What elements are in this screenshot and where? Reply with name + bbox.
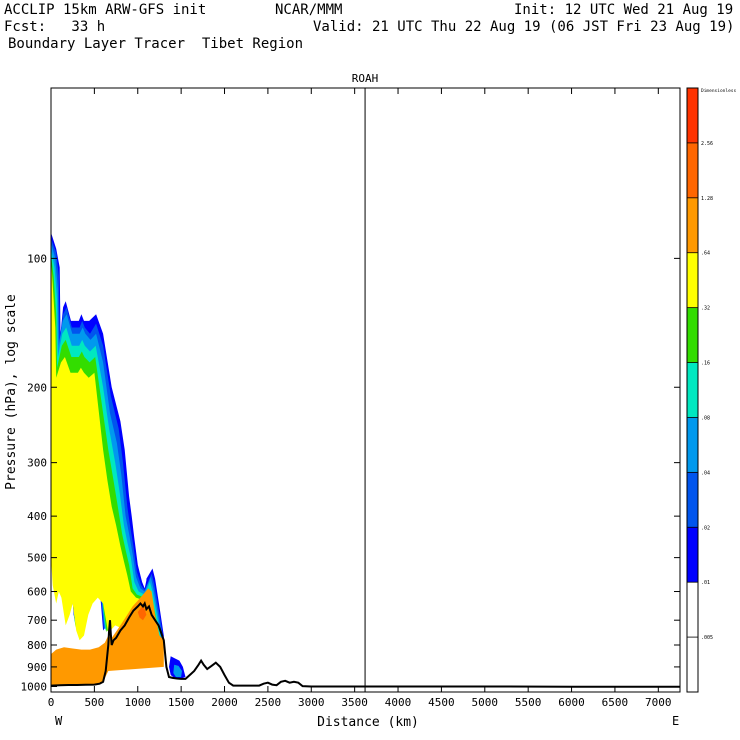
y-tick-label-700: 700 [27,614,47,627]
colorbar-swatch-4 [687,417,698,473]
colorbar-swatch-6 [687,307,698,363]
y-tick-label-400: 400 [27,510,47,523]
colorbar-label-2: .02 [701,525,710,531]
colorbar-label-9: 2.56 [701,141,713,147]
tracer-field-6 [51,588,164,686]
colorbar-label-3: .04 [701,470,710,476]
y-tick-label-800: 800 [27,639,47,652]
colorbar-top-label: Dimensionless [701,88,737,94]
colorbar-label-4: .08 [701,415,710,421]
terrain-line [50,601,680,688]
colorbar-frame [686,87,699,693]
header-line3-left: Boundary Layer Tracer Tibet Region [8,36,304,52]
colorbar-label-7: .64 [701,251,710,257]
tracer-field-9 [173,664,182,677]
x-tick-label-2000: 2000 [211,696,238,709]
y-tick-label-300: 300 [27,457,47,470]
header-line2-left: Fcst: 33 h [4,19,106,35]
x-tick-label-5000: 5000 [472,696,499,709]
colorbar-label-5: .16 [701,361,710,367]
colorbar-swatch-8 [687,197,698,253]
colorbar-swatch-5 [687,362,698,418]
x-tick-label-3500: 3500 [341,696,368,709]
x-tick-label-3000: 3000 [298,696,325,709]
x-tick-label-6500: 6500 [602,696,629,709]
x-axis-ticks: 0 500 1000 1500 2000 2500 3000 3500 4000 4500 5000… [48,88,672,709]
plot-frame [50,87,681,693]
tracer-field-5 [51,258,160,645]
x-tick-label-7000: 7000 [645,696,672,709]
colorbar-swatch-1 [687,582,698,638]
colorbar-swatch-0 [687,637,698,692]
x-tick-label-6000: 6000 [558,696,585,709]
colorbar-swatch-2 [687,527,698,583]
x-tick-label-0: 0 [48,696,55,709]
x-axis-label: Distance (km) [317,715,419,730]
header-line1-mid: NCAR/MMM [275,2,343,18]
header-line2-right: Valid: 21 UTC Thu 22 Aug 19 (06 JST Fri … [313,19,735,35]
y-tick-label-200: 200 [27,381,47,394]
colorbar-swatch-9 [687,142,698,198]
terrain-profile [50,601,680,688]
x-tick-label-2500: 2500 [255,696,282,709]
colorbar: .005 .01 .02 .04 .08 .16 .32 .64 1.28 2.56 Dimensi… [686,87,737,693]
y-tick-label-1000: 1000 [21,681,48,694]
tracer-fills [51,232,186,686]
colorbar-label-1: .01 [701,580,710,586]
colorbar-swatch-7 [687,252,698,308]
colorbar-label-8: 1.28 [701,196,713,202]
y-axis-ticks: 100 200 300 400 500 600 700 800 900 1000 [21,252,680,694]
colorbar-label-0: .005 [701,635,713,641]
x-tick-label-4500: 4500 [428,696,455,709]
x-tick-label-1000: 1000 [125,696,152,709]
y-tick-label-600: 600 [27,586,47,599]
header-line1-left: ACCLIP 15km ARW-GFS init [4,2,207,18]
tracer-field-7 [137,606,147,621]
x-tick-label-1500: 1500 [168,696,195,709]
x-tick-label-5500: 5500 [515,696,542,709]
colorbar-swatch-3 [687,472,698,528]
x-tick-label-500: 500 [84,696,104,709]
x-tick-label-4000: 4000 [385,696,412,709]
header-line1-right: Init: 12 UTC Wed 21 Aug 19 [514,2,734,18]
chart-title: ROAH [352,72,379,85]
x-end-label-west: W [55,714,63,728]
colorbar-swatch-10 [687,88,698,143]
y-tick-label-900: 900 [27,661,47,674]
y-tick-label-500: 500 [27,552,47,565]
x-end-label-east: E [672,714,679,728]
y-tick-label-100: 100 [27,252,47,265]
colorbar-label-6: .32 [701,306,710,312]
y-axis-label: Pressure (hPa), log scale [4,294,19,490]
